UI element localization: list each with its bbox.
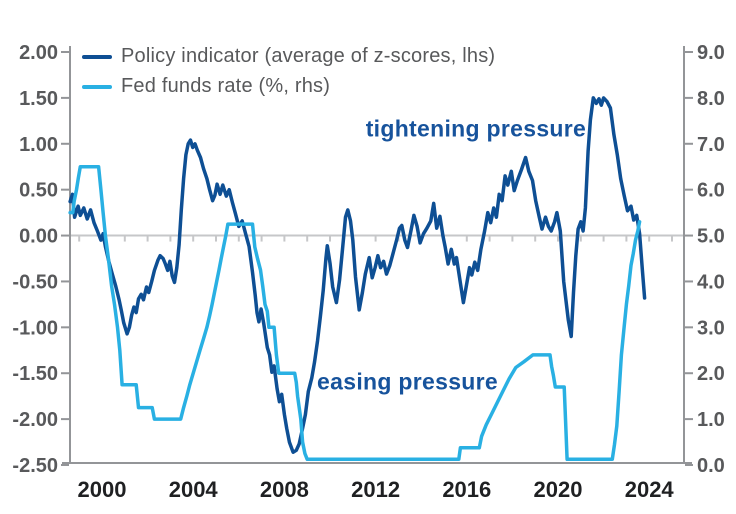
y-left-tick-label: -0.50 bbox=[12, 271, 58, 293]
y-right-tick-label: 2.0 bbox=[697, 363, 725, 385]
chart-legend: Policy indicator (average of z-scores, l… bbox=[82, 44, 495, 99]
x-axis-year-label: 2016 bbox=[442, 477, 491, 502]
y-right-tick-label: 5.0 bbox=[697, 226, 725, 248]
y-left-tick-label: -2.50 bbox=[12, 455, 58, 477]
y-left-tick-label: -1.00 bbox=[12, 317, 58, 339]
fed-funds-line-swatch-icon bbox=[82, 84, 112, 89]
y-left-tick-label: 0.00 bbox=[19, 226, 58, 248]
fed-funds-rate-line bbox=[68, 164, 642, 462]
y-left-tick-label: 1.50 bbox=[19, 88, 58, 110]
y-right-tick-label: 4.0 bbox=[697, 271, 725, 293]
legend-label-fed-funds-rate: Fed funds rate (%, rhs) bbox=[121, 75, 331, 97]
y-left-tick-label: -1.50 bbox=[12, 363, 58, 385]
y-right-tick-label: 1.0 bbox=[697, 409, 725, 431]
legend-item-fed-funds-rate: Fed funds rate (%, rhs) bbox=[82, 74, 495, 99]
policy-indicator-line bbox=[68, 96, 647, 454]
y-right-tick-label: 9.0 bbox=[697, 42, 725, 64]
y-right-tick-label: 7.0 bbox=[697, 134, 725, 156]
x-axis-year-label: 2000 bbox=[78, 477, 127, 502]
x-axis-year-label: 2004 bbox=[169, 477, 219, 502]
y-right-tick-label: 3.0 bbox=[697, 317, 725, 339]
x-axis-year-label: 2008 bbox=[260, 477, 309, 502]
y-left-tick-label: 1.00 bbox=[19, 134, 58, 156]
y-right-tick-label: 0.0 bbox=[697, 455, 725, 477]
y-left-tick-label: 2.00 bbox=[19, 42, 58, 64]
tightening-pressure-annotation: tightening pressure bbox=[365, 115, 587, 142]
easing-pressure-annotation: easing pressure bbox=[317, 368, 498, 395]
x-axis-year-label: 2020 bbox=[534, 477, 583, 502]
x-axis-year-label: 2012 bbox=[351, 477, 400, 502]
y-right-tick-label: 6.0 bbox=[697, 180, 725, 202]
y-right-tick-label: 8.0 bbox=[697, 88, 725, 110]
x-axis-year-label: 2024 bbox=[625, 477, 675, 502]
y-left-tick-label: 0.50 bbox=[19, 180, 58, 202]
legend-label-policy-indicator: Policy indicator (average of z-scores, l… bbox=[121, 45, 496, 67]
y-left-tick-label: -2.00 bbox=[12, 409, 58, 431]
legend-item-policy-indicator: Policy indicator (average of z-scores, l… bbox=[82, 44, 495, 69]
policy-indicator-line-swatch-icon bbox=[82, 54, 112, 59]
